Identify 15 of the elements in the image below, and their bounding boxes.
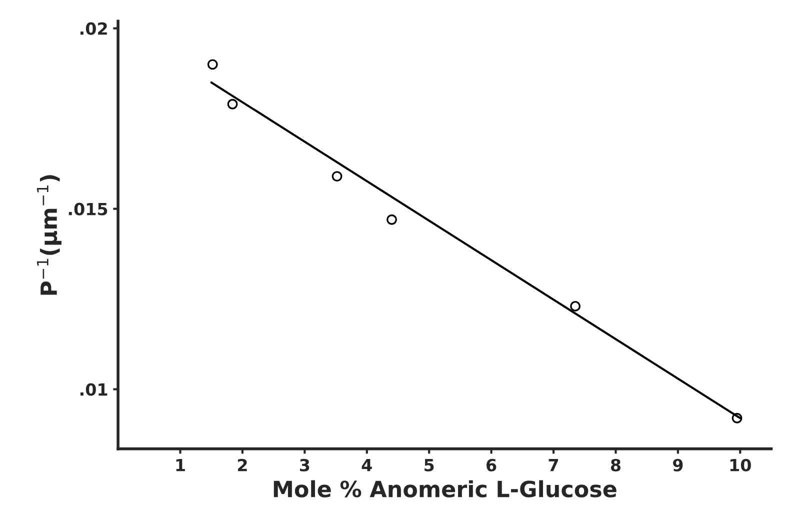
y-tick-label: .01 (80, 383, 108, 396)
y-axis-title: P$^{−1}$(µm$^{−1}$) (36, 175, 62, 295)
x-tick-label: 1 (176, 459, 185, 472)
x-tick-label: 7 (548, 459, 558, 472)
x-axis-title: Mole % Anomeric L-Glucose (274, 480, 616, 498)
x-tick-label: 6 (486, 458, 496, 472)
x-tick-label: 10 (730, 458, 751, 472)
y-tick-label: .015 (68, 202, 108, 216)
x-tick-label: 5 (424, 459, 434, 472)
y-tick-label: .02 (80, 22, 107, 35)
x-tick-label: 4 (362, 459, 372, 472)
x-tick-label: 3 (300, 458, 310, 472)
x-tick-label: 9 (673, 458, 683, 472)
x-tick-label: 8 (610, 458, 620, 472)
x-tick-label: 2 (238, 458, 247, 472)
